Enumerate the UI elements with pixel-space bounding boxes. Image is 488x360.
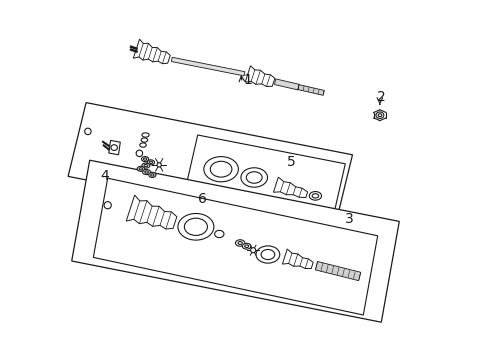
Ellipse shape — [214, 230, 224, 238]
Ellipse shape — [142, 170, 150, 175]
Ellipse shape — [203, 157, 238, 182]
Polygon shape — [93, 178, 377, 315]
Polygon shape — [273, 177, 307, 198]
Ellipse shape — [256, 246, 279, 263]
Polygon shape — [297, 85, 324, 95]
Polygon shape — [282, 249, 313, 269]
Ellipse shape — [111, 145, 117, 150]
Ellipse shape — [238, 242, 242, 244]
Polygon shape — [274, 79, 299, 90]
Text: 1: 1 — [244, 72, 252, 86]
Ellipse shape — [144, 171, 148, 173]
Polygon shape — [108, 140, 120, 155]
Ellipse shape — [141, 138, 147, 142]
Ellipse shape — [178, 213, 213, 240]
Ellipse shape — [235, 240, 244, 246]
Polygon shape — [315, 261, 360, 281]
Ellipse shape — [261, 249, 274, 260]
Ellipse shape — [140, 143, 146, 147]
Ellipse shape — [84, 128, 91, 135]
Ellipse shape — [144, 165, 147, 167]
Ellipse shape — [157, 163, 161, 167]
Ellipse shape — [137, 166, 144, 171]
Ellipse shape — [246, 172, 262, 183]
Ellipse shape — [242, 243, 250, 249]
Ellipse shape — [250, 248, 255, 253]
Polygon shape — [171, 57, 244, 76]
Ellipse shape — [309, 192, 321, 200]
Ellipse shape — [244, 245, 248, 248]
Polygon shape — [68, 103, 352, 229]
Ellipse shape — [141, 157, 148, 162]
Ellipse shape — [377, 114, 381, 117]
Text: 5: 5 — [286, 154, 295, 168]
Text: 2: 2 — [376, 90, 385, 104]
Ellipse shape — [375, 112, 383, 118]
Text: 4: 4 — [101, 169, 109, 183]
Ellipse shape — [142, 133, 149, 137]
Ellipse shape — [136, 150, 142, 157]
Ellipse shape — [149, 161, 152, 163]
Ellipse shape — [104, 202, 111, 209]
Ellipse shape — [150, 174, 154, 176]
Ellipse shape — [147, 160, 154, 165]
Ellipse shape — [139, 168, 142, 170]
Ellipse shape — [148, 172, 156, 177]
Ellipse shape — [184, 218, 207, 235]
Ellipse shape — [210, 161, 231, 177]
Polygon shape — [126, 195, 177, 229]
Polygon shape — [183, 135, 345, 227]
Ellipse shape — [142, 163, 149, 168]
Ellipse shape — [241, 168, 267, 187]
Text: 6: 6 — [197, 192, 206, 206]
Ellipse shape — [311, 194, 318, 198]
Text: 3: 3 — [345, 212, 353, 226]
Polygon shape — [133, 39, 170, 64]
Polygon shape — [72, 160, 399, 322]
Polygon shape — [244, 66, 274, 86]
Ellipse shape — [143, 158, 146, 160]
